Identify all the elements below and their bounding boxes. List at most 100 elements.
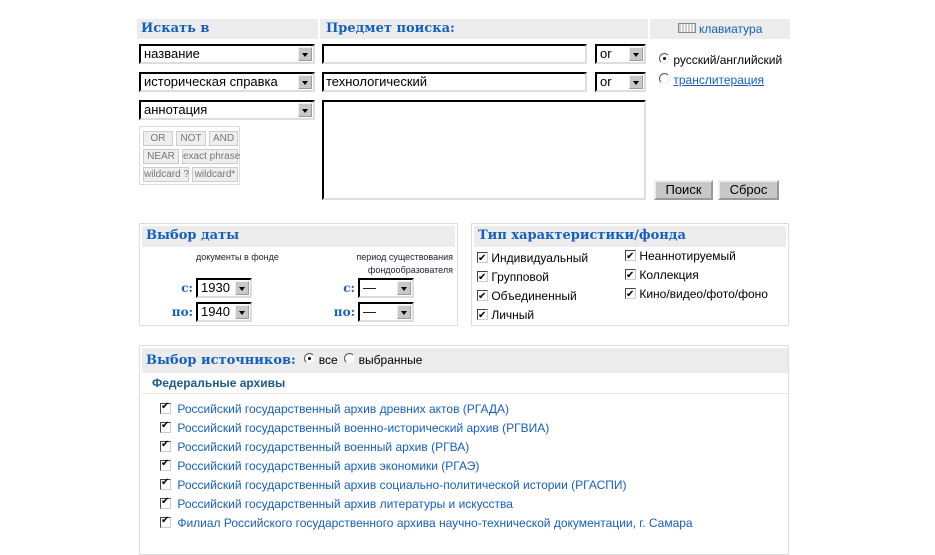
archive-item[interactable]: Российский государственный архив древних… (160, 400, 509, 416)
from-label: с: (181, 281, 193, 295)
to-label: по: (333, 305, 355, 319)
archive-item[interactable]: Филиал Российского государственного архи… (160, 514, 693, 530)
op-select-value: or (600, 46, 612, 61)
chevron-down-icon[interactable] (397, 281, 411, 295)
checkbox[interactable] (160, 400, 171, 414)
search-button[interactable]: Поиск (654, 180, 713, 200)
search-input-1[interactable] (322, 44, 587, 64)
type-title: Тип характеристики/фонда (474, 226, 786, 247)
period-from-value: — (363, 280, 376, 295)
op-wildcard-star-button[interactable]: wildcard* (192, 167, 238, 182)
archive-link[interactable]: Российский государственный архив экономи… (177, 459, 480, 473)
doc-to-select[interactable]: 1940 (196, 302, 252, 322)
keyboard-label: клавиатура (698, 22, 763, 36)
type-individual[interactable]: Индивидуальный (477, 249, 588, 268)
field-select-value: аннотация (144, 102, 208, 117)
checkbox[interactable] (160, 476, 171, 490)
field-select-value: название (144, 46, 200, 61)
type-label: Личный (491, 308, 535, 322)
type-media[interactable]: Кино/видео/фото/фоно (625, 285, 768, 304)
chevron-down-icon[interactable] (298, 103, 312, 117)
archive-link[interactable]: Российский государственный архив древних… (177, 402, 509, 416)
radio[interactable] (659, 73, 670, 84)
chevron-down-icon[interactable] (298, 47, 312, 61)
op-select-1[interactable]: or (595, 44, 646, 64)
operators-panel: OR NOT AND NEAR exact phrase wildcard ? … (139, 126, 240, 185)
field-select-2[interactable]: историческая справка (139, 72, 315, 92)
checkbox[interactable] (477, 306, 488, 325)
chevron-down-icon[interactable] (298, 75, 312, 89)
period-from-select[interactable]: — (358, 278, 414, 298)
type-collection[interactable]: Коллекция (625, 266, 768, 285)
checkbox[interactable] (160, 514, 171, 528)
keyboard-link[interactable]: клавиатура (650, 19, 790, 39)
keyboard-icon (677, 23, 696, 33)
subject-header: Предмет поиска: (320, 19, 648, 39)
chevron-down-icon[interactable] (235, 281, 249, 295)
search-input-2[interactable]: технологический (322, 72, 587, 92)
lang-ru-en-option[interactable]: русский/английский (659, 53, 782, 67)
op-and-button[interactable]: AND (209, 131, 238, 146)
type-label: Коллекция (639, 268, 699, 282)
lang-translit-option[interactable]: транслитерация (659, 73, 764, 87)
to-label: по: (171, 305, 193, 319)
radio[interactable] (659, 53, 670, 64)
radio-all[interactable] (304, 353, 316, 364)
archive-link[interactable]: Российский государственный военный архив… (177, 440, 470, 454)
archive-link[interactable]: Российский государственный архив литерат… (177, 497, 513, 511)
checkbox[interactable] (477, 249, 488, 268)
type-label: Кино/видео/фото/фоно (639, 287, 768, 301)
period-to-value: — (363, 304, 376, 319)
chevron-down-icon[interactable] (629, 75, 643, 89)
op-near-button[interactable]: NEAR (143, 149, 179, 164)
period-to-select[interactable]: — (358, 302, 414, 322)
checkbox[interactable] (160, 457, 171, 471)
checkbox[interactable] (625, 285, 636, 304)
checkbox[interactable] (477, 268, 488, 287)
type-group[interactable]: Групповой (477, 268, 588, 287)
archive-link[interactable]: Российский государственный архив социаль… (177, 478, 627, 492)
chevron-down-icon[interactable] (235, 305, 249, 319)
reset-button[interactable]: Сброс (718, 180, 779, 200)
radio-all-label: все (318, 353, 338, 367)
doc-from-select[interactable]: 1930 (196, 278, 252, 298)
archive-item[interactable]: Российский государственный военный архив… (160, 438, 470, 454)
sources-panel: Выбор источников: все выбранные Федераль… (139, 345, 789, 555)
checkbox[interactable] (160, 438, 171, 452)
field-select-3[interactable]: аннотация (139, 100, 315, 120)
period-label: период существования (356, 252, 453, 262)
field-select-1[interactable]: название (139, 44, 315, 64)
type-personal[interactable]: Личный (477, 306, 588, 325)
checkbox[interactable] (160, 495, 171, 509)
op-wildcard-q-button[interactable]: wildcard ? (143, 167, 190, 182)
lang-translit-label[interactable]: транслитерация (673, 73, 764, 87)
checkbox[interactable] (625, 247, 636, 266)
op-select-2[interactable]: or (595, 72, 646, 92)
checkbox[interactable] (477, 287, 488, 306)
chevron-down-icon[interactable] (397, 305, 411, 319)
op-not-button[interactable]: NOT (176, 131, 206, 146)
op-or-button[interactable]: OR (143, 131, 173, 146)
federal-archives-heading: Федеральные архивы (142, 376, 788, 394)
checkbox[interactable] (160, 419, 171, 433)
doc-from-value: 1930 (201, 280, 230, 295)
archive-item[interactable]: Российский государственный архив социаль… (160, 476, 627, 492)
archive-link[interactable]: Филиал Российского государственного архи… (177, 516, 693, 530)
op-exact-button[interactable]: exact phrase (182, 149, 241, 164)
field-select-value: историческая справка (144, 74, 278, 89)
radio-selected[interactable] (344, 353, 356, 364)
search-textarea[interactable] (322, 100, 646, 200)
type-unannotated[interactable]: Неаннотируемый (625, 247, 768, 266)
sources-header: Выбор источников: все выбранные (142, 348, 788, 373)
sources-title: Выбор источников: (146, 353, 296, 368)
type-label: Индивидуальный (491, 251, 589, 265)
archive-item[interactable]: Российский государственный архив литерат… (160, 495, 513, 511)
archive-link[interactable]: Российский государственный военно-истори… (177, 421, 550, 435)
type-united[interactable]: Объединенный (477, 287, 588, 306)
archive-item[interactable]: Российский государственный архив экономи… (160, 457, 480, 473)
type-col-2: Неаннотируемый Коллекция Кино/видео/фото… (625, 247, 768, 304)
doc-to-value: 1940 (201, 304, 230, 319)
archive-item[interactable]: Российский государственный военно-истори… (160, 419, 550, 435)
chevron-down-icon[interactable] (629, 47, 643, 61)
checkbox[interactable] (625, 266, 636, 285)
